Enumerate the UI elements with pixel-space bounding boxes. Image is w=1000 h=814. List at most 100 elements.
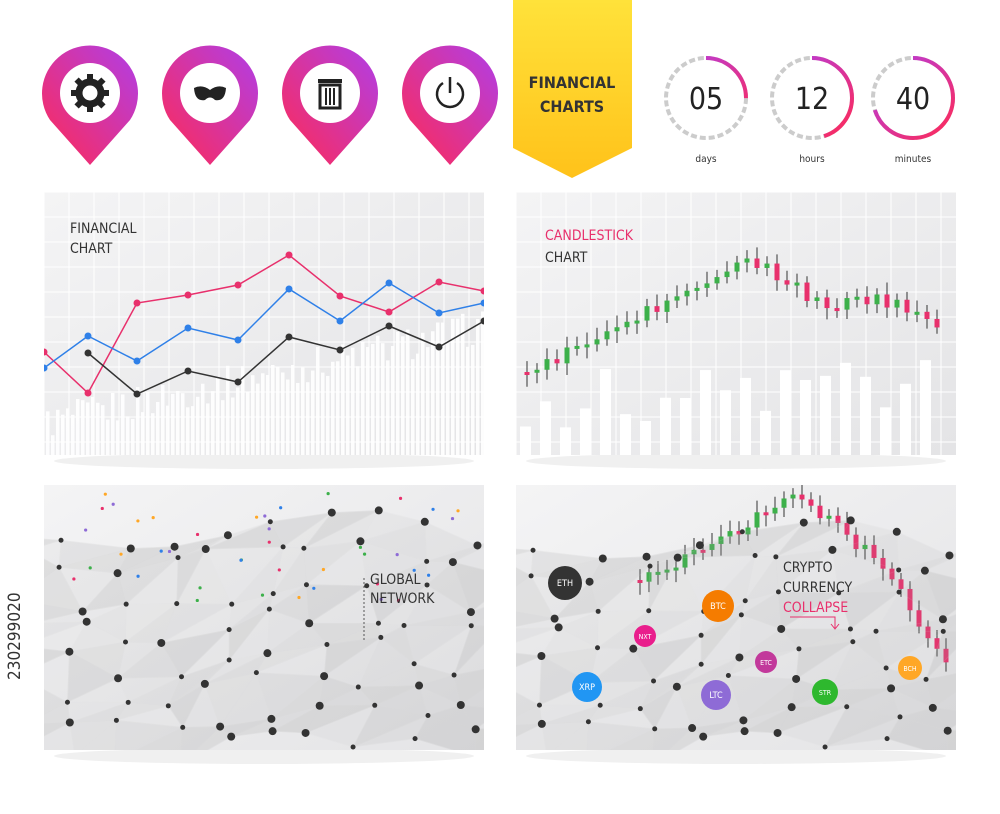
facet <box>886 730 949 750</box>
confetti <box>84 528 88 532</box>
candle <box>700 549 706 553</box>
candle <box>864 296 870 305</box>
icon <box>71 90 77 96</box>
facet <box>742 706 792 732</box>
arrow <box>790 616 840 630</box>
facet <box>589 647 635 684</box>
facet <box>426 560 454 586</box>
node <box>528 573 534 579</box>
facet <box>268 584 310 624</box>
node <box>739 529 745 535</box>
facet <box>418 684 462 717</box>
facet <box>452 643 484 676</box>
facet <box>744 555 777 601</box>
coin-label: LTC <box>709 691 723 701</box>
node <box>647 563 653 569</box>
bg-bar <box>201 383 205 455</box>
node <box>990 662 998 670</box>
node <box>585 719 591 725</box>
candle <box>673 567 679 571</box>
facet <box>303 540 362 586</box>
confetti <box>260 593 265 597</box>
map-pin <box>282 45 378 166</box>
bg-bar <box>481 311 484 455</box>
bg-bar <box>106 419 110 455</box>
facet <box>126 675 183 707</box>
confetti <box>312 586 316 590</box>
bg-bar <box>421 332 425 455</box>
facet <box>470 601 484 613</box>
facet <box>632 634 703 682</box>
node <box>468 623 474 629</box>
panel-title: NETWORK <box>370 591 435 607</box>
facet <box>357 636 415 688</box>
confetti <box>375 582 380 586</box>
facet <box>775 549 834 593</box>
confetti <box>326 492 330 496</box>
facet <box>779 592 851 630</box>
facet <box>115 701 169 721</box>
node <box>350 744 356 750</box>
coin <box>701 680 731 710</box>
facet <box>516 575 556 620</box>
facet <box>205 521 271 550</box>
facet <box>44 621 87 638</box>
facet <box>308 622 379 646</box>
coin <box>634 625 656 647</box>
facet <box>352 704 430 748</box>
node <box>847 626 853 632</box>
facet <box>44 722 71 737</box>
node <box>884 736 890 742</box>
facet <box>653 634 702 682</box>
facet <box>305 540 368 587</box>
candle <box>925 626 931 639</box>
node <box>554 623 563 632</box>
facet <box>44 648 71 664</box>
candle <box>904 299 910 313</box>
facet <box>776 705 848 748</box>
bg-bar <box>181 393 185 455</box>
node <box>740 727 749 736</box>
icon <box>87 106 93 112</box>
candle <box>674 296 680 301</box>
icon <box>97 77 106 86</box>
facet <box>830 667 892 691</box>
icon <box>74 100 83 109</box>
coins: ETH NXT BTC XRP LTC ETC STR BCH <box>548 566 922 710</box>
bg-bar <box>680 398 691 455</box>
node <box>920 566 929 575</box>
facet <box>403 584 473 627</box>
node <box>372 702 378 708</box>
node <box>490 648 495 653</box>
facet <box>845 687 901 718</box>
icon <box>318 79 342 83</box>
node <box>970 630 975 635</box>
facet <box>516 652 543 668</box>
node <box>378 634 384 640</box>
facet <box>319 686 376 707</box>
facet <box>554 610 599 628</box>
candle <box>691 549 697 555</box>
facet <box>947 729 956 750</box>
facet <box>68 621 127 653</box>
node <box>688 724 697 733</box>
node <box>597 702 603 708</box>
confetti <box>456 509 460 513</box>
candle <box>646 572 652 582</box>
bg-bar <box>186 407 190 455</box>
node <box>29 621 34 626</box>
bg-bar <box>356 366 360 455</box>
facet <box>380 624 415 665</box>
facet <box>898 569 926 593</box>
node <box>425 713 431 719</box>
candle <box>655 571 661 575</box>
panel <box>44 485 484 750</box>
candle <box>604 331 610 340</box>
node <box>828 545 837 554</box>
node <box>270 591 276 597</box>
candle <box>534 369 540 373</box>
bg-bar <box>271 364 275 455</box>
coin-label: STR <box>819 689 832 697</box>
point <box>84 389 92 397</box>
